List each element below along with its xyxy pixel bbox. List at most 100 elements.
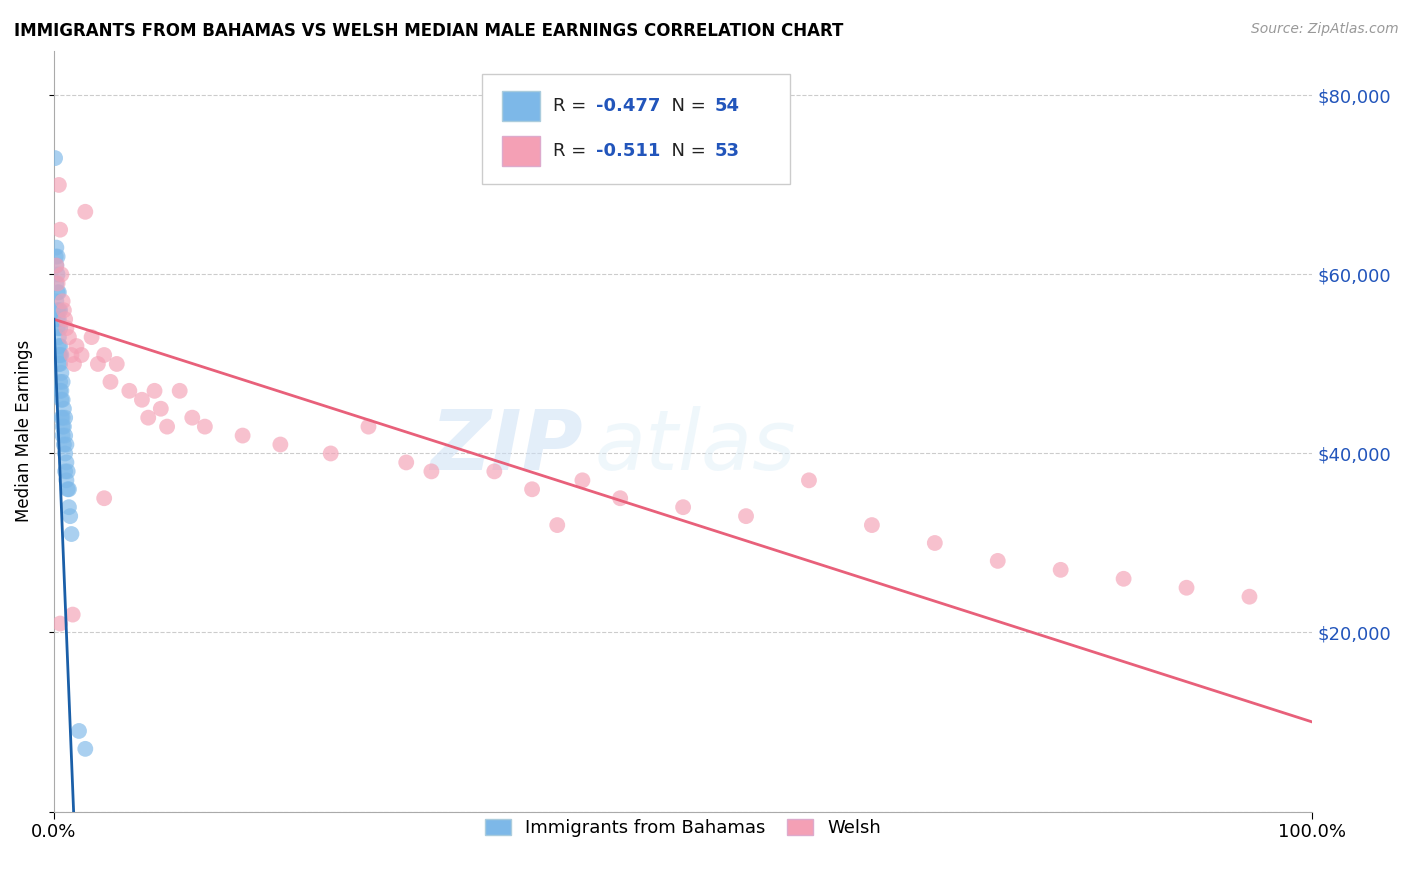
Point (55, 321, 77, 335)
Point (51, 410, 73, 425)
Text: 54: 54 (714, 97, 740, 115)
Point (45, 250, 67, 264)
Point (105, 357, 128, 371)
Point (62, 607, 84, 622)
Text: ZIP: ZIP (430, 406, 582, 487)
Point (1239, 590, 1261, 604)
Point (53, 464, 76, 478)
Point (58, 483, 80, 497)
Point (52, 401, 75, 416)
Point (520, 483, 543, 497)
Point (46, 285, 69, 300)
Point (51, 366, 73, 380)
Point (48, 348, 70, 362)
Point (49, 375, 72, 389)
Point (93, 348, 115, 362)
Point (52, 392, 75, 407)
Text: -0.477: -0.477 (596, 97, 661, 115)
Point (45, 241, 67, 255)
Point (46, 312, 69, 326)
Point (46, 277, 69, 291)
Point (55, 455, 77, 469)
Point (420, 464, 443, 478)
Point (797, 473, 820, 487)
Point (735, 509, 758, 524)
Point (45, 277, 67, 291)
Point (56, 464, 79, 478)
Point (987, 554, 1010, 568)
Point (52, 419, 75, 434)
Point (672, 500, 695, 515)
Point (49, 339, 72, 353)
Point (49, 384, 72, 398)
Point (51, 392, 73, 407)
Point (55, 437, 77, 451)
Text: R =: R = (554, 97, 592, 115)
Point (136, 410, 159, 425)
Point (48, 357, 70, 371)
Point (49, 303, 72, 318)
Point (52, 410, 75, 425)
Point (58, 500, 80, 515)
Point (45, 259, 67, 273)
Point (143, 384, 166, 398)
Point (149, 401, 172, 416)
Point (93, 491, 115, 506)
Point (48, 339, 70, 353)
Point (169, 384, 191, 398)
Point (395, 455, 418, 469)
Point (49, 348, 72, 362)
Point (49, 616, 72, 631)
Point (118, 384, 141, 398)
Point (51, 348, 73, 362)
Point (45, 294, 67, 309)
Text: N =: N = (661, 142, 711, 161)
Point (49, 357, 72, 371)
FancyBboxPatch shape (482, 73, 790, 184)
Point (52, 419, 75, 434)
Point (60, 527, 83, 541)
Text: -0.511: -0.511 (596, 142, 661, 161)
Point (100, 375, 122, 389)
Text: R =: R = (554, 142, 598, 161)
Point (181, 410, 204, 425)
Point (1112, 572, 1135, 586)
Point (63, 357, 86, 371)
Point (53, 312, 76, 326)
Point (67, 723, 90, 738)
Point (232, 428, 254, 442)
Point (51, 268, 73, 282)
Point (48, 178, 70, 192)
Point (269, 437, 291, 451)
Point (546, 518, 568, 533)
Point (1175, 581, 1198, 595)
Point (55, 473, 77, 487)
Point (860, 518, 883, 533)
FancyBboxPatch shape (502, 136, 540, 167)
Point (156, 419, 179, 434)
Point (924, 536, 946, 550)
Point (1049, 563, 1071, 577)
Point (49, 321, 72, 335)
Point (571, 473, 593, 487)
Text: Source: ZipAtlas.com: Source: ZipAtlas.com (1251, 22, 1399, 37)
Point (53, 428, 76, 442)
Point (52, 428, 75, 442)
Point (60, 348, 83, 362)
Point (70, 348, 93, 362)
Point (75, 204, 97, 219)
Point (52, 303, 75, 318)
Point (609, 491, 631, 506)
Point (48, 312, 70, 326)
Point (194, 419, 217, 434)
Point (58, 330, 80, 344)
Point (53, 410, 76, 425)
Text: atlas: atlas (595, 406, 797, 487)
Text: IMMIGRANTS FROM BAHAMAS VS WELSH MEDIAN MALE EARNINGS CORRELATION CHART: IMMIGRANTS FROM BAHAMAS VS WELSH MEDIAN … (14, 22, 844, 40)
Point (65, 339, 87, 353)
Point (59, 509, 82, 524)
Point (56, 483, 79, 497)
Point (45, 259, 67, 273)
Point (87, 357, 110, 371)
Point (48, 330, 70, 344)
